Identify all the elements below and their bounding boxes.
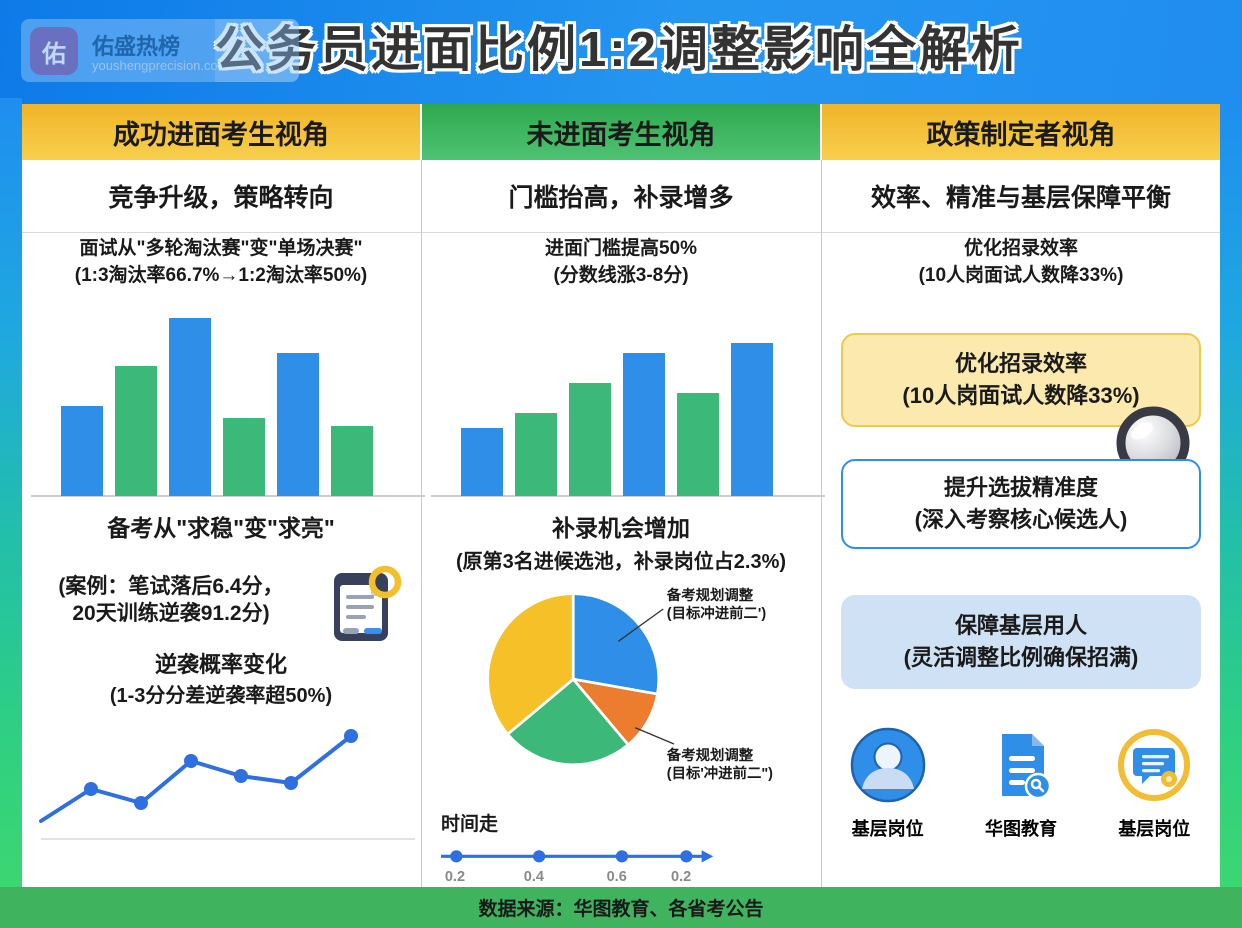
svg-text:0.6: 0.6 bbox=[607, 869, 627, 885]
svg-text:备考规划调整: 备考规划调整 bbox=[666, 586, 754, 604]
svg-text:0.2: 0.2 bbox=[671, 869, 691, 885]
svg-text:(目标冲进前二'): (目标冲进前二') bbox=[667, 604, 767, 622]
svg-text:备考规划调整: 备考规划调整 bbox=[666, 746, 754, 764]
svg-text:(目标'冲进前二"): (目标'冲进前二") bbox=[667, 764, 773, 782]
svg-text:0.4: 0.4 bbox=[524, 869, 545, 885]
svg-text:0.2: 0.2 bbox=[445, 869, 465, 885]
